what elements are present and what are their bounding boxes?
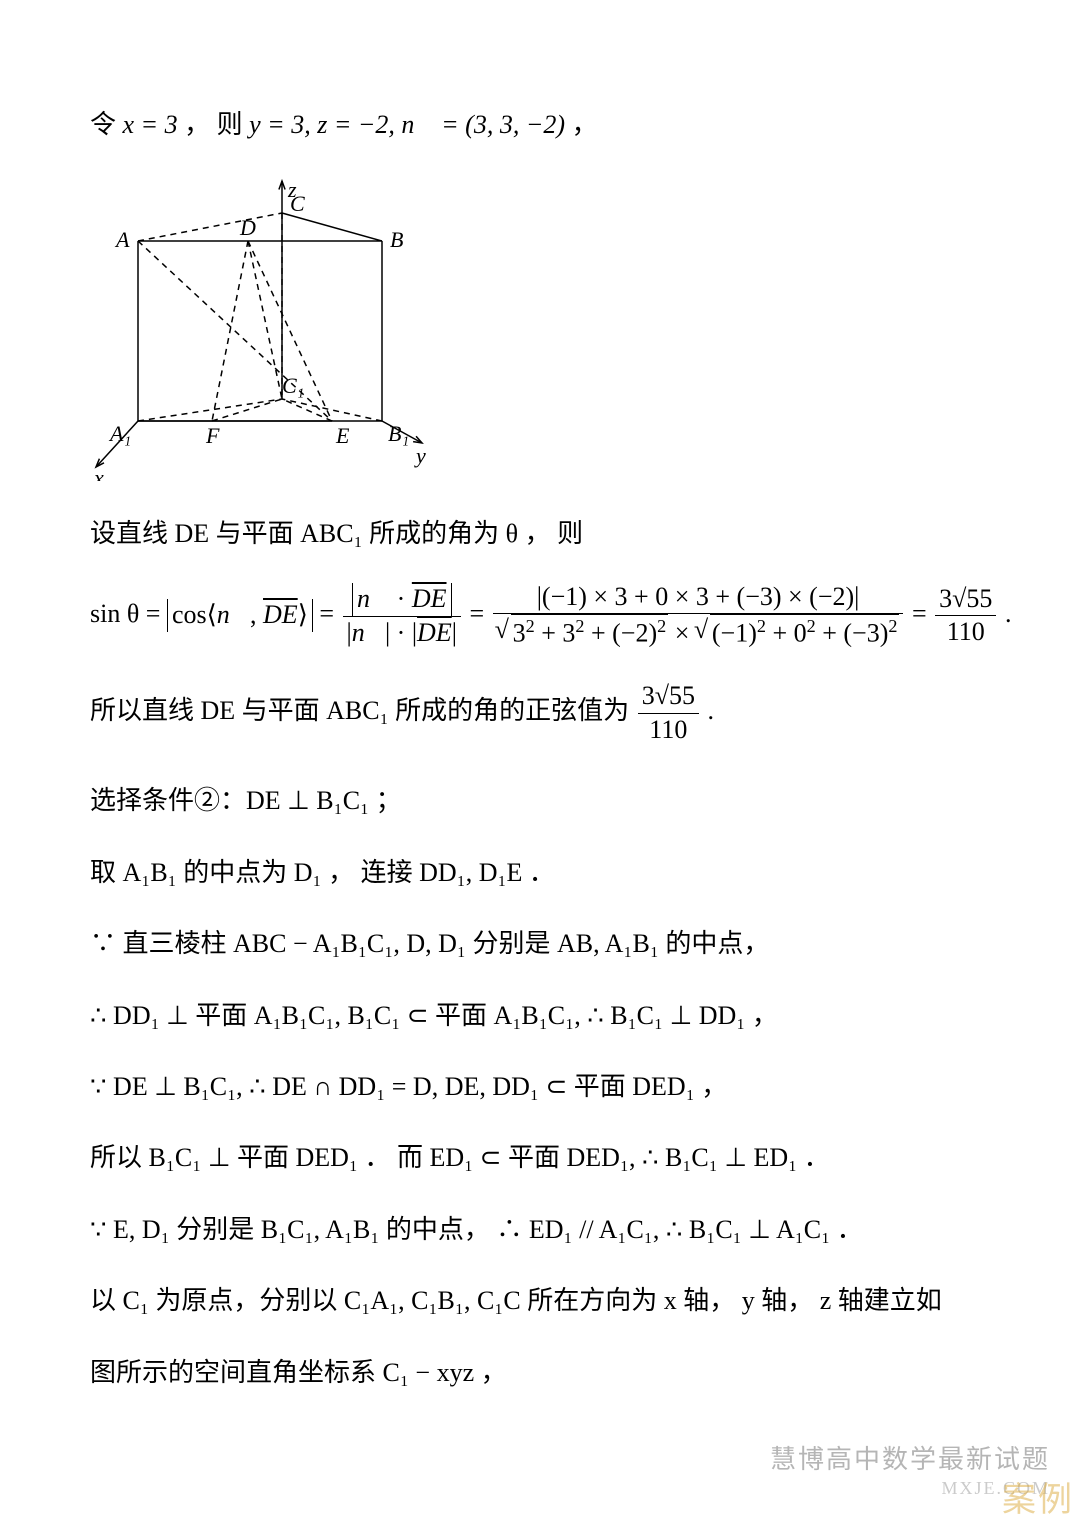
eq-lhs: sin θ = (90, 599, 167, 628)
line1-suffix: ， (572, 110, 598, 139)
line3-frac: 3√55 110 (638, 680, 699, 746)
prism-diagram-svg: zxyCADBA₁FC₁EB₁ (90, 171, 430, 481)
eq-result: 3√55 110 (935, 583, 996, 649)
eq-frac1-num: n⃗ · DE (352, 583, 452, 616)
svg-text:y: y (414, 443, 426, 468)
eq-result-num: 3√55 (935, 583, 996, 617)
eq-frac1: n⃗ · DE |n⃗| · |DE| (343, 582, 461, 650)
svg-text:C₁: C₁ (282, 373, 304, 398)
line3-prefix: 所以直线 DE 与平面 ABC₁ 所成的角的正弦值为 (90, 696, 636, 725)
line1-eq2: y = 3, z = −2, n⃗ = (3, 3, −2) (249, 110, 565, 139)
text-line-6: ∵ 直三棱柱 ABC − A₁B₁C₁, D, D₁ 分别是 AB, A₁B₁ … (90, 919, 990, 968)
text-line-7: ∴ DD₁ ⊥ 平面 A₁B₁C₁, B₁C₁ ⊂ 平面 A₁B₁C₁, ∴ B… (90, 991, 990, 1040)
svg-text:B: B (390, 227, 403, 252)
svg-text:A: A (114, 227, 130, 252)
text-line-8: ∵ DE ⊥ B₁C₁, ∴ DE ∩ DD₁ = D, DE, DD₁ ⊂ 平… (90, 1062, 990, 1111)
eq-frac2: |(−1) × 3 + 0 × 3 + (−3) × (−2)| 32 + 32… (493, 581, 904, 651)
line3-frac-den: 110 (638, 714, 699, 747)
text-line-5: 取 A₁B₁ 的中点为 D₁ ， 连接 DD₁, D₁E ． (90, 848, 990, 897)
svg-text:B₁: B₁ (388, 421, 409, 446)
eq-trail: . (1005, 599, 1012, 628)
page-root: 令 x = 3 ， 则 y = 3, z = −2, n⃗ = (3, 3, −… (0, 0, 1080, 1479)
text-line-9: 所以 B₁C₁ ⊥ 平面 DED₁ ． 而 ED₁ ⊂ 平面 DED₁, ∴ B… (90, 1133, 990, 1182)
watermark-main: 慧博高中数学最新试题 (770, 1439, 1050, 1476)
eq-frac2-num: |(−1) × 3 + 0 × 3 + (−3) × (−2)| (493, 581, 904, 615)
line1-mid: ， 则 (184, 110, 249, 139)
text-line-2: 设直线 DE 与平面 ABC₁ 所成的角为 θ ， 则 (90, 509, 990, 558)
line3-frac-num: 3√55 (638, 680, 699, 714)
text-line-1: 令 x = 3 ， 则 y = 3, z = −2, n⃗ = (3, 3, −… (90, 100, 990, 149)
svg-text:D: D (239, 215, 256, 240)
eq-cos-inner: cos⟨n⃗, DE⟩ (172, 600, 308, 629)
eq-result-den: 110 (935, 616, 996, 649)
equation-block: sin θ = cos⟨n⃗, DE⟩ = n⃗ · DE |n⃗| · |DE… (90, 581, 990, 651)
text-line-10: ∵ E, D₁ 分别是 B₁C₁, A₁B₁ 的中点， ∴ ED₁ // A₁C… (90, 1205, 990, 1254)
line3-trail: . (707, 696, 714, 725)
eq-abs-cos: cos⟨n⃗, DE⟩ (167, 599, 313, 632)
line1-prefix: 令 (90, 110, 123, 139)
svg-text:F: F (205, 423, 220, 448)
line1-eq1: x = 3 (123, 110, 178, 139)
svg-text:x: x (93, 465, 104, 481)
text-line-3: 所以直线 DE 与平面 ABC₁ 所成的角的正弦值为 3√55 110 . (90, 680, 990, 746)
text-line-12: 图所示的空间直角坐标系 C₁ − xyz ， (90, 1348, 990, 1397)
eq-frac1-den: |n⃗| · |DE| (343, 617, 461, 650)
svg-text:E: E (335, 423, 350, 448)
watermark-corner: 案例 (1002, 1472, 1074, 1521)
eq-frac2-den: 32 + 32 + (−2)2 × (−1)2 + 02 + (−3)2 (493, 614, 904, 650)
text-line-4: 选择条件②：DE ⊥ B₁C₁ ； (90, 776, 990, 825)
svg-text:A₁: A₁ (108, 421, 131, 446)
prism-diagram: zxyCADBA₁FC₁EB₁ (90, 171, 430, 481)
text-line-11: 以 C₁ 为原点，分别以 C₁A₁, C₁B₁, C₁C 所在方向为 x 轴， … (90, 1276, 990, 1325)
svg-text:C: C (290, 191, 305, 216)
